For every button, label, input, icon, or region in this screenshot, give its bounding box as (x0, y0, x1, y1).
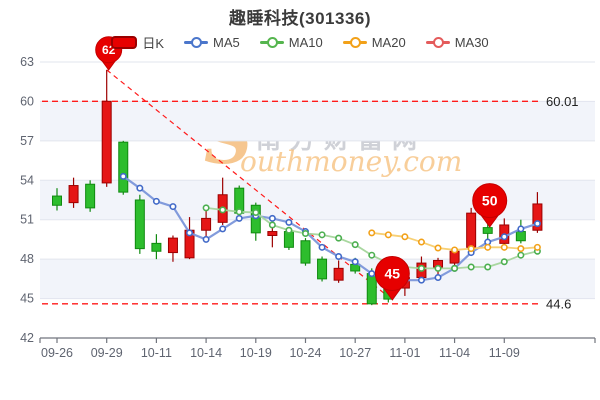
candle-09-26 (52, 188, 62, 211)
x-axis: 09-26 09-29 10-11 10-14 10-19 10-24 10-27 11-01… (39, 337, 596, 360)
candle-09-30 (118, 140, 129, 195)
ma20-line (368, 229, 541, 254)
legend-label: 日K (142, 36, 165, 51)
ma10-line (202, 204, 541, 272)
candle-09-28 (85, 180, 96, 212)
legend-label: MA20 (371, 35, 406, 50)
ma5-line-icon (184, 37, 209, 48)
reference-label: 44.6 (546, 296, 571, 311)
marker-45: 45 (374, 256, 410, 301)
candle-10-24 (300, 238, 311, 266)
legend-item-ma5[interactable]: MA5 (184, 35, 240, 50)
candle-11-09 (499, 218, 510, 246)
y-axis-label: 54 (20, 173, 34, 187)
x-axis-label: 11-01 (389, 346, 420, 360)
candle-10-11 (151, 234, 162, 260)
x-axis-label: 09-29 (91, 346, 123, 360)
legend-item-ma30[interactable]: MA30 (425, 35, 489, 50)
candle-10-19 (250, 202, 261, 241)
reference-lines: 60.01 44.6 (42, 94, 579, 311)
x-axis-label: 11-04 (439, 346, 470, 360)
ma30-line-icon (425, 37, 450, 48)
svg-text:50: 50 (482, 193, 498, 209)
y-axis-label: 60 (20, 94, 34, 108)
y-axis-label: 63 (20, 55, 34, 69)
candle-10-12 (167, 235, 178, 262)
svg-text:45: 45 (385, 266, 401, 282)
x-axis-label: 09-26 (41, 346, 73, 360)
x-axis-label: 10-11 (141, 346, 172, 360)
reference-label: 60.01 (546, 94, 579, 109)
x-axis-label: 10-14 (190, 346, 222, 360)
y-axis-label: 57 (20, 134, 34, 148)
legend-item-ma10[interactable]: MA10 (259, 35, 323, 50)
legend-item-daily-k[interactable]: 日K (111, 33, 164, 52)
x-axis-label: 10-27 (339, 346, 371, 360)
x-axis-label: 10-19 (240, 346, 272, 360)
x-axis-label: 10-24 (289, 346, 321, 360)
legend-item-ma20[interactable]: MA20 (342, 35, 406, 50)
y-axis-label: 45 (20, 292, 34, 306)
x-axis-label: 11-09 (489, 346, 520, 360)
marker-50: 50 (472, 183, 508, 228)
candle-10-14 (201, 209, 212, 241)
candle-09-27 (68, 177, 79, 208)
candle-09-29 (101, 69, 112, 187)
candle-10-13 (184, 217, 195, 260)
candle-10-20 (267, 224, 278, 248)
candle-10-26 (333, 260, 344, 283)
chart-title: 趣睡科技(301336) (228, 9, 372, 28)
candle-10-25 (317, 256, 328, 282)
candle-swatch-icon (111, 36, 138, 49)
y-axis-label: 48 (20, 252, 34, 266)
trend-line (106, 69, 393, 301)
y-axis: 42 45 48 51 54 57 60 63 (20, 55, 34, 345)
legend-label: MA10 (288, 35, 323, 50)
legend-label: MA30 (454, 35, 489, 50)
candle-10-10 (134, 194, 145, 254)
legend-label: MA5 (213, 35, 240, 50)
legend: 日K MA5 MA10 MA20 MA30 (0, 33, 600, 52)
y-axis-label: 51 (20, 213, 34, 227)
candle-11-07 (466, 207, 477, 250)
ma10-line-icon (259, 37, 284, 48)
y-axis-label: 42 (20, 331, 34, 345)
ma20-line-icon (342, 37, 367, 48)
